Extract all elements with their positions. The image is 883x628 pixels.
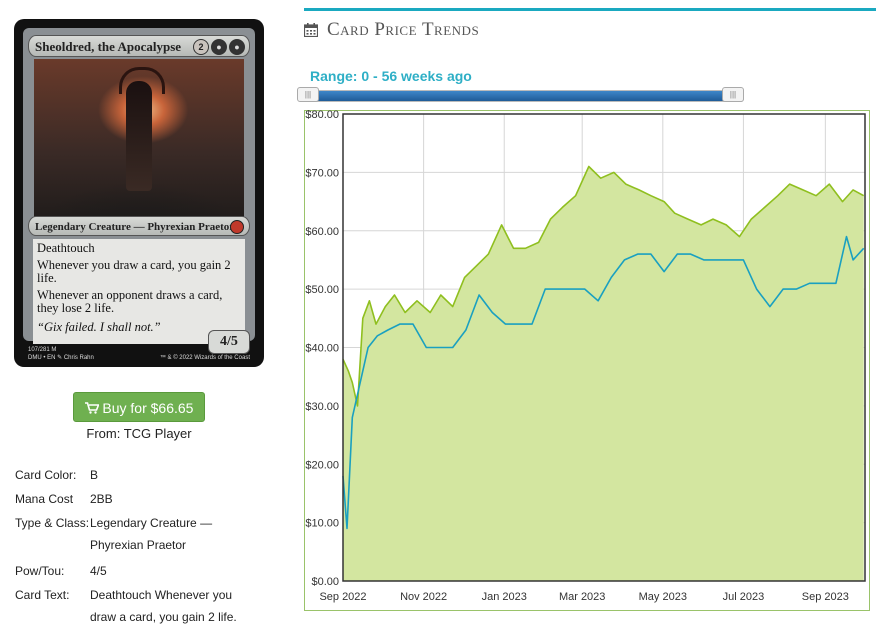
y-tick-label: $20.00 bbox=[305, 459, 339, 471]
vendor-label: From: TCG Player bbox=[86, 426, 192, 441]
plot-frame bbox=[342, 113, 866, 582]
buy-button-label: Buy for $66.65 bbox=[102, 400, 194, 416]
detail-value: Legendary Creature — Phyrexian Praetor bbox=[90, 516, 213, 552]
art-horns bbox=[119, 67, 165, 94]
card-flavor-text: “Gix failed. I shall not.” bbox=[37, 320, 161, 334]
card-text-box: Deathtouch Whenever you draw a card, you… bbox=[33, 239, 245, 344]
detail-value: B bbox=[90, 468, 99, 482]
card-footer: 107/281 M DMU • EN ✎ Chris Rahn ™ & © 20… bbox=[28, 346, 250, 362]
detail-value: Deathtouch Whenever you draw a card, you… bbox=[90, 588, 237, 624]
buy-button[interactable]: Buy for $66.65 bbox=[73, 392, 205, 422]
cart-icon bbox=[84, 400, 103, 416]
series-line-1 bbox=[342, 235, 865, 530]
mana-cost-symbols: 2 ● ● bbox=[193, 39, 245, 55]
y-tick-label: $70.00 bbox=[305, 167, 339, 179]
section-top-rule bbox=[304, 8, 876, 11]
series-area-0 bbox=[343, 166, 864, 581]
mana-symbol-generic: 2 bbox=[193, 39, 209, 55]
artist-name: Chris Rahn bbox=[63, 355, 94, 361]
artist-brush-icon: ✎ bbox=[57, 355, 63, 361]
set-symbol-icon bbox=[230, 220, 244, 234]
y-tick-label: $10.00 bbox=[305, 518, 339, 530]
x-tick-label: May 2023 bbox=[639, 591, 687, 603]
art-figure bbox=[126, 81, 152, 191]
card-type-bar: Legendary Creature — Phyrexian Praetor bbox=[28, 216, 250, 236]
detail-key: Mana Cost bbox=[15, 492, 74, 506]
x-tick-label: Nov 2022 bbox=[400, 591, 447, 603]
range-slider-fill bbox=[309, 91, 724, 101]
chart-series-area bbox=[343, 166, 864, 581]
collector-number: 107/281 M bbox=[28, 347, 57, 353]
y-tick-label: $30.00 bbox=[305, 401, 339, 413]
card-art bbox=[34, 59, 244, 229]
card-type-line: Legendary Creature — Phyrexian Praetor bbox=[35, 221, 235, 233]
section-title-text: Card Price Trends bbox=[327, 19, 480, 40]
y-tick-label: $80.00 bbox=[305, 110, 339, 121]
x-tick-label: Sep 2022 bbox=[319, 591, 366, 603]
y-tick-label: $50.00 bbox=[305, 284, 339, 296]
card-power-toughness: 4/5 bbox=[208, 330, 250, 354]
range-label: Range: 0 - 56 weeks ago bbox=[310, 68, 472, 84]
chart-series-lines bbox=[342, 165, 865, 530]
y-tick-label: $0.00 bbox=[311, 576, 339, 588]
x-axis-ticks: Sep 2022 Nov 2022 Jan 2023 Mar 2023 May 2023… bbox=[319, 591, 848, 603]
detail-value: 2BB bbox=[90, 492, 113, 506]
detail-value: 4/5 bbox=[90, 564, 107, 578]
card-name: Sheoldred, the Apocalypse bbox=[35, 39, 182, 54]
y-axis-ticks: $0.00 $10.00 $20.00 $30.00 $40.00 $50.00 $60.0… bbox=[305, 110, 339, 588]
price-chart: $0.00 $10.00 $20.00 $30.00 $40.00 $50.00 $60.0… bbox=[305, 110, 866, 603]
mana-symbol-black: ● bbox=[229, 39, 245, 55]
card-title-bar: Sheoldred, the Apocalypse 2 ● ● bbox=[28, 35, 250, 57]
detail-key: Type & Class: bbox=[15, 516, 90, 530]
series-line-0 bbox=[342, 165, 865, 407]
card-image: Sheoldred, the Apocalypse 2 ● ● Legendar… bbox=[14, 19, 264, 367]
detail-key: Pow/Tou: bbox=[15, 564, 65, 578]
card-rule: Whenever an opponent draws a card, they … bbox=[37, 288, 223, 315]
set-language: DMU • EN bbox=[28, 355, 56, 361]
copyright: ™ & © 2022 Wizards of the Coast bbox=[159, 355, 250, 361]
calendar-icon bbox=[303, 21, 319, 43]
x-tick-label: Sep 2023 bbox=[802, 591, 849, 603]
section-title: Card Price Trends bbox=[303, 19, 480, 43]
range-slider-handle-min[interactable]: ||| bbox=[297, 87, 319, 102]
x-tick-label: Mar 2023 bbox=[559, 591, 605, 603]
mana-symbol-black: ● bbox=[211, 39, 227, 55]
card-rule: Deathtouch bbox=[37, 241, 95, 255]
card-rule: Whenever you draw a card, you gain 2 lif… bbox=[37, 258, 231, 285]
range-slider-handle-max[interactable]: ||| bbox=[722, 87, 744, 102]
detail-key: Card Text: bbox=[15, 588, 70, 602]
detail-key: Card Color: bbox=[15, 468, 77, 482]
y-tick-label: $40.00 bbox=[305, 343, 339, 355]
y-tick-label: $60.00 bbox=[305, 226, 339, 238]
x-tick-label: Jan 2023 bbox=[482, 591, 527, 603]
x-tick-label: Jul 2023 bbox=[723, 591, 765, 603]
